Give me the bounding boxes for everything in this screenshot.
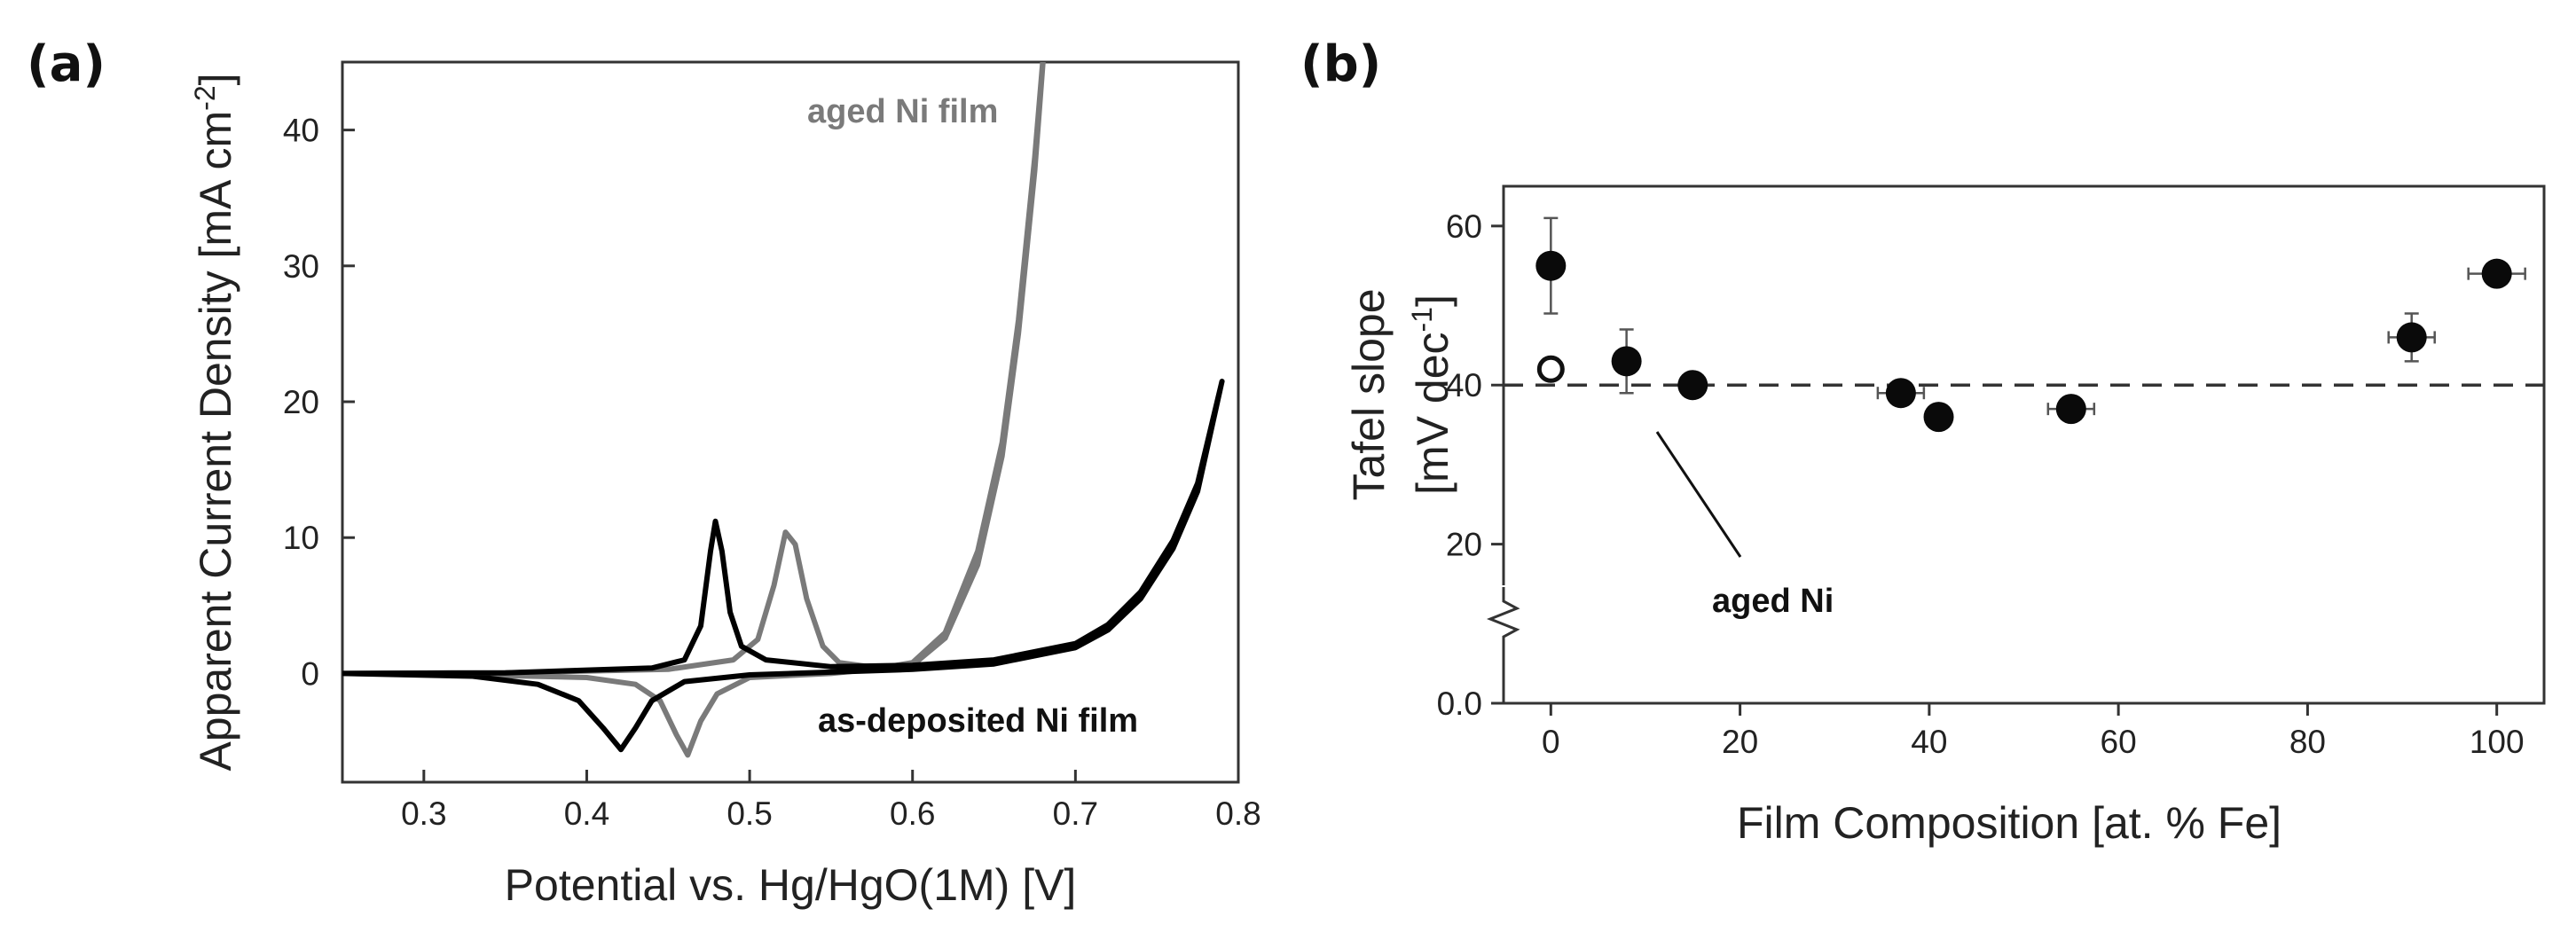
chart-a-xtick-label: 0.5 [726,795,772,832]
panel-a-label: (a) [27,35,106,93]
chart-a-ticks: 0.3 0.4 0.5 0.6 0.7 0.8 0 10 20 30 40 [283,113,1261,832]
chart-b-ytick-label: 60 [1446,208,1482,245]
chart-b-ytick-label: 40 [1446,367,1482,403]
chart-a-xtick-label: 0.3 [401,795,446,832]
chart-b-axis-break [1486,585,1520,642]
chart-b-ylabel-line2: [mV dec-1] [1406,294,1457,495]
chart-a-ytick-label: 40 [283,113,319,149]
chart-a-xlabel: Potential vs. Hg/HgO(1M) [V] [505,860,1077,910]
chart-b-annotation-aged-ni: aged Ni [1712,583,1834,620]
chart-b-ylabel-line1: Tafel slope [1344,288,1394,500]
chart-b-ticks: 0 20 40 60 80 100 0.0 20 40 60 [1437,208,2525,760]
chart-a-ytick-label: 30 [283,248,319,285]
chart-b-xtick-label: 60 [2101,724,2137,760]
chart-a-ylabel-sup: -2 [189,85,221,110]
chart-a-ytick-label: 10 [283,520,319,556]
chart-b-xtick-label: 80 [2289,724,2326,760]
chart-b-point [2055,394,2086,425]
chart-a-ytick-label: 20 [283,384,319,420]
chart-a-series-line-as-deposited [342,379,1225,753]
chart-b-annotation-pointer [1655,431,1742,558]
chart-a-ylabel: Apparent Current Density [mA cm-2] [189,73,240,771]
chart-a-label-aged: aged Ni film [807,93,998,130]
chart-a-xtick-label: 0.7 [1053,795,1098,832]
chart-b-point [1677,370,1708,401]
chart-b-point [1885,378,1916,409]
chart-b-points [1535,216,2526,433]
axis-break-zigzag [1486,587,1520,642]
chart-a-xtick-label: 0.6 [890,795,935,832]
chart-a-plot-frame [341,60,1240,784]
chart-b-ylabel-close: ] [1408,294,1457,307]
chart-b-ylabel-sup: -1 [1406,307,1438,332]
chart-a-series [342,62,1225,758]
chart-a-xtick-label: 0.8 [1215,795,1261,832]
chart-b-ytick-label: 20 [1446,527,1482,563]
chart-a-xtick-label: 0.4 [564,795,609,832]
chart-a-label-as-deposited: as-deposited Ni film [818,702,1138,740]
chart-b-xlabel: Film Composition [at. % Fe] [1737,798,2281,848]
panel-b-label: (b) [1300,35,1382,93]
chart-b-xtick-label: 20 [1722,724,1758,760]
chart-a-ylabel-main: Apparent Current Density [mA cm [191,111,240,772]
chart-b-plot-frame [1502,184,2546,705]
chart-b-ylabel-main: [mV dec [1408,332,1457,494]
chart-a-ylabel-close: ] [191,73,240,85]
chart-b-xtick-label: 100 [2470,724,2525,760]
chart-a-ytick-label: 0 [301,655,319,692]
chart-a-series-line-aged [342,62,1046,758]
chart-b-point [1535,250,1567,281]
chart-b-point [1923,402,1954,433]
chart-b-point [1611,346,1642,377]
chart-b-point [2396,322,2427,353]
chart-b-ytick-label: 0.0 [1437,686,1482,722]
chart-b-point-aged-ni [1536,355,1565,383]
chart-b-xtick-label: 40 [1911,724,1947,760]
chart-b-point [2481,258,2512,289]
chart-b-xtick-label: 0 [1542,724,1560,760]
